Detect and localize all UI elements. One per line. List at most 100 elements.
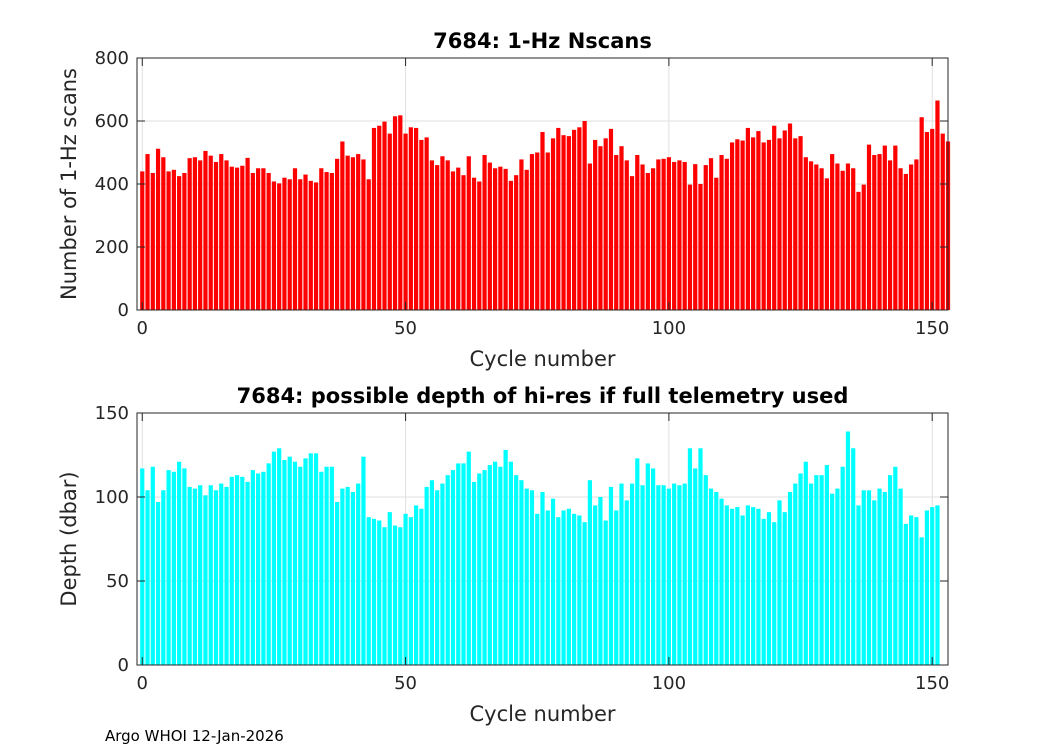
bar: [256, 168, 261, 310]
bar: [535, 513, 540, 665]
bar: [140, 468, 145, 665]
bar: [640, 485, 645, 665]
bar: [256, 473, 261, 665]
bar: [924, 132, 930, 310]
bar: [672, 483, 677, 665]
bar: [366, 517, 371, 665]
bar: [656, 485, 661, 665]
bar: [629, 176, 635, 310]
bar: [377, 520, 382, 665]
bar: [614, 155, 619, 310]
bar: [166, 470, 171, 665]
bar: [608, 486, 614, 665]
bar: [893, 145, 898, 310]
bar: [408, 517, 413, 665]
bar: [245, 157, 250, 310]
bar: [335, 158, 340, 310]
bar: [808, 161, 814, 310]
bar: [861, 490, 866, 665]
bar: [866, 490, 872, 665]
bar: [561, 135, 566, 310]
bar: [587, 163, 593, 310]
y-axis-label: Depth (dbar): [57, 471, 81, 606]
y-tick-label: 150: [95, 403, 129, 424]
bar: [724, 505, 729, 665]
bar: [171, 471, 176, 665]
bar: [845, 163, 851, 310]
bar: [719, 155, 724, 310]
bar: [587, 480, 593, 665]
bar: [777, 138, 782, 310]
bar: [313, 453, 319, 665]
bar: [898, 168, 903, 310]
bar: [271, 181, 277, 310]
x-tick-label: 0: [137, 318, 148, 339]
bar: [930, 128, 935, 310]
bar: [550, 138, 556, 310]
bar: [708, 488, 714, 665]
bar: [445, 160, 450, 310]
bar: [666, 157, 671, 310]
bar: [687, 448, 693, 665]
bar: [656, 159, 661, 310]
bar: [698, 184, 703, 310]
x-tick-label: 50: [394, 318, 417, 339]
bar: [798, 473, 803, 665]
bar: [408, 127, 413, 310]
bar: [614, 510, 619, 665]
bar: [882, 145, 887, 310]
bar: [798, 136, 803, 310]
bar: [529, 490, 535, 665]
bar: [566, 508, 571, 665]
footer-credit: Argo WHOI 12-Jan-2026: [105, 727, 284, 745]
bar: [387, 133, 392, 310]
bar: [250, 172, 255, 310]
bar: [514, 175, 519, 310]
bar: [935, 100, 940, 311]
bar: [356, 483, 361, 665]
bar: [213, 161, 219, 310]
bar: [266, 463, 271, 665]
y-tick-label: 400: [95, 174, 129, 195]
bar: [830, 493, 835, 665]
bar: [556, 517, 561, 665]
bar: [419, 508, 424, 665]
depth-chart: 7684: possible depth of hi-res if full t…: [57, 384, 949, 726]
bar: [450, 470, 456, 665]
bar: [277, 448, 282, 665]
bar: [445, 475, 450, 665]
bar: [250, 470, 255, 665]
bar: [182, 468, 187, 665]
bar: [234, 167, 240, 310]
bar: [377, 125, 382, 310]
bar: [577, 515, 582, 665]
bar: [687, 184, 693, 310]
bar: [835, 163, 840, 310]
bar: [429, 480, 435, 665]
bar: [577, 127, 582, 310]
bar: [782, 130, 787, 310]
bar: [503, 449, 508, 665]
bar: [645, 463, 650, 665]
bar: [751, 507, 756, 665]
bar: [677, 485, 682, 665]
bar: [540, 132, 545, 310]
bar: [177, 461, 182, 665]
bar: [898, 488, 903, 665]
bar: [140, 171, 145, 310]
bar: [414, 127, 419, 311]
bar: [287, 456, 292, 665]
bar: [213, 490, 219, 665]
bar: [556, 127, 561, 311]
bar: [861, 184, 866, 310]
bar: [598, 146, 603, 310]
bar: [219, 154, 224, 310]
bar: [677, 160, 682, 310]
bar: [440, 156, 445, 310]
bar: [435, 490, 440, 665]
bar: [619, 146, 624, 310]
bar: [729, 508, 735, 665]
chart-title: 7684: possible depth of hi-res if full t…: [237, 384, 849, 408]
bar: [382, 121, 387, 310]
